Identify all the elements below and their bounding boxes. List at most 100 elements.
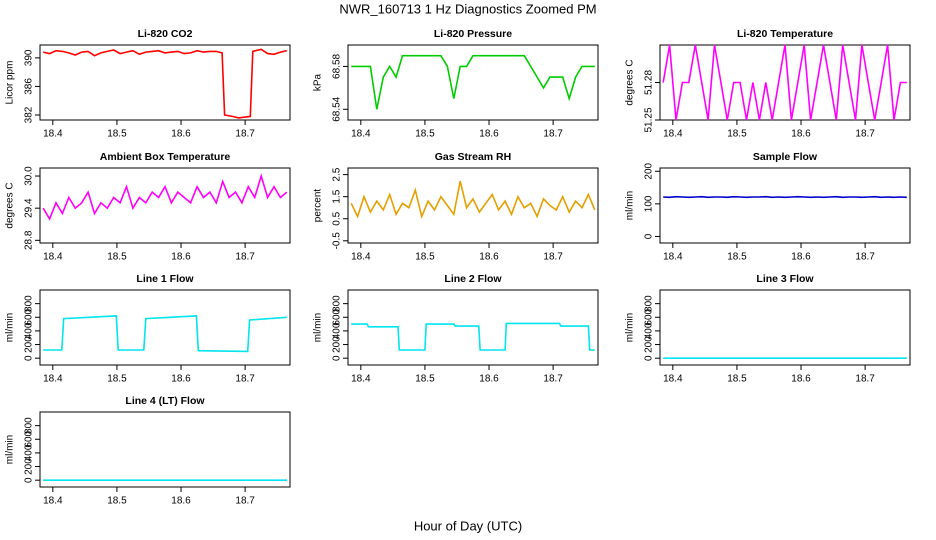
y-tick-label: 400 (24, 444, 35, 461)
plot-frame (39, 411, 291, 488)
y-tick-label: 51.25 (644, 107, 655, 132)
y-tick-label: 28.8 (24, 230, 35, 250)
y-axis-label: kPa (313, 73, 324, 91)
y-tick-label: 400 (332, 322, 343, 339)
x-tick-label: 18.5 (107, 252, 127, 263)
x-tick-label: 18.5 (727, 374, 747, 385)
x-tick-label: 18.7 (543, 374, 563, 385)
plot-frame (39, 289, 291, 366)
y-tick-label: 0 (24, 355, 35, 361)
y-tick-label: -0.5 (332, 232, 343, 250)
y-axis-label: ml/min (625, 191, 636, 220)
y-tick-label: 1.5 (332, 189, 343, 203)
x-tick-label: 18.4 (43, 496, 63, 507)
panel-title: Gas Stream RH (435, 151, 511, 163)
panel-title: Li-820 Pressure (434, 28, 512, 40)
panel-title: Line 4 (LT) Flow (125, 395, 205, 407)
y-tick-label: 0.5 (332, 211, 343, 225)
y-tick-label: 0 (24, 477, 35, 483)
y-tick-label: 600 (332, 308, 343, 325)
y-tick-label: 200 (332, 336, 343, 353)
x-tick-label: 18.5 (727, 129, 747, 140)
x-tick-label: 18.4 (43, 252, 63, 263)
x-tick-label: 18.5 (415, 374, 435, 385)
y-tick-label: 200 (644, 336, 655, 353)
x-tick-label: 18.7 (543, 129, 563, 140)
y-tick-label: 600 (644, 308, 655, 325)
y-tick-label: 30.0 (24, 166, 35, 186)
y-tick-label: 68.58 (332, 53, 343, 78)
data-line (43, 315, 287, 353)
y-tick-label: 386 (24, 78, 35, 95)
y-tick-label: 800 (644, 295, 655, 312)
y-tick-label: 0 (332, 355, 343, 361)
plot-frame (39, 44, 291, 121)
panel-title: Line 3 Flow (756, 273, 814, 285)
y-tick-label: 390 (24, 49, 35, 66)
y-axis-label: ml/min (313, 313, 324, 342)
y-tick-label: 68.54 (332, 96, 343, 121)
panel-title: Li-820 CO2 (138, 28, 193, 40)
x-tick-label: 18.7 (235, 496, 255, 507)
y-tick-label: 600 (24, 430, 35, 447)
x-tick-label: 18.5 (107, 129, 127, 140)
y-axis-label: ml/min (625, 313, 636, 342)
y-axis-label: ml/min (5, 435, 16, 464)
figure-title: NWR_160713 1 Hz Diagnostics Zoomed PM (339, 1, 596, 16)
plot-frame (39, 167, 291, 244)
x-tick-label: 18.4 (43, 129, 63, 140)
y-axis-label: percent (313, 189, 324, 223)
x-tick-label: 18.4 (351, 129, 371, 140)
y-tick-label: 100 (644, 195, 655, 212)
y-tick-label: 200 (24, 336, 35, 353)
x-tick-label: 18.6 (479, 129, 499, 140)
x-tick-label: 18.6 (479, 374, 499, 385)
y-axis-label: degrees C (5, 182, 16, 228)
x-tick-label: 18.5 (107, 496, 127, 507)
y-tick-label: 800 (332, 295, 343, 312)
x-tick-label: 18.5 (727, 252, 747, 263)
data-line (43, 48, 287, 119)
x-tick-label: 18.6 (171, 252, 191, 263)
data-line (350, 181, 596, 220)
x-tick-label: 18.4 (663, 374, 683, 385)
y-tick-label: 0 (644, 355, 655, 361)
data-line (663, 195, 907, 199)
x-tick-label: 18.6 (171, 496, 191, 507)
plot-frame (659, 289, 911, 366)
plot-frame (347, 289, 599, 366)
y-tick-label: 200 (24, 458, 35, 475)
x-tick-label: 18.6 (171, 374, 191, 385)
x-tick-label: 18.4 (663, 252, 683, 263)
x-tick-label: 18.7 (855, 374, 875, 385)
x-tick-label: 18.4 (351, 252, 371, 263)
x-tick-label: 18.7 (235, 129, 255, 140)
y-tick-label: 51.28 (644, 70, 655, 95)
x-tick-label: 18.7 (543, 252, 563, 263)
plot-frame (347, 167, 599, 244)
panel-title: Ambient Box Temperature (100, 151, 231, 163)
data-line (351, 322, 595, 351)
x-tick-label: 18.6 (791, 374, 811, 385)
x-tick-label: 18.5 (107, 374, 127, 385)
x-tick-label: 18.6 (171, 129, 191, 140)
plot-frame (347, 44, 599, 121)
data-line (351, 54, 595, 110)
y-tick-label: 382 (24, 106, 35, 123)
x-tick-label: 18.7 (235, 252, 255, 263)
y-tick-label: 600 (24, 308, 35, 325)
y-tick-label: 200 (644, 162, 655, 179)
panel-title: Line 2 Flow (444, 273, 502, 285)
y-axis-label: Licor ppm (5, 61, 16, 105)
x-tick-label: 18.4 (43, 374, 63, 385)
x-tick-label: 18.4 (351, 374, 371, 385)
x-tick-label: 18.4 (663, 129, 683, 140)
y-tick-label: 0 (644, 233, 655, 239)
x-tick-label: 18.7 (855, 129, 875, 140)
panel-title: Li-820 Temperature (737, 28, 833, 40)
y-axis-label: ml/min (5, 313, 16, 342)
x-tick-label: 18.7 (235, 374, 255, 385)
data-line (662, 44, 907, 121)
x-tick-label: 18.5 (415, 129, 435, 140)
